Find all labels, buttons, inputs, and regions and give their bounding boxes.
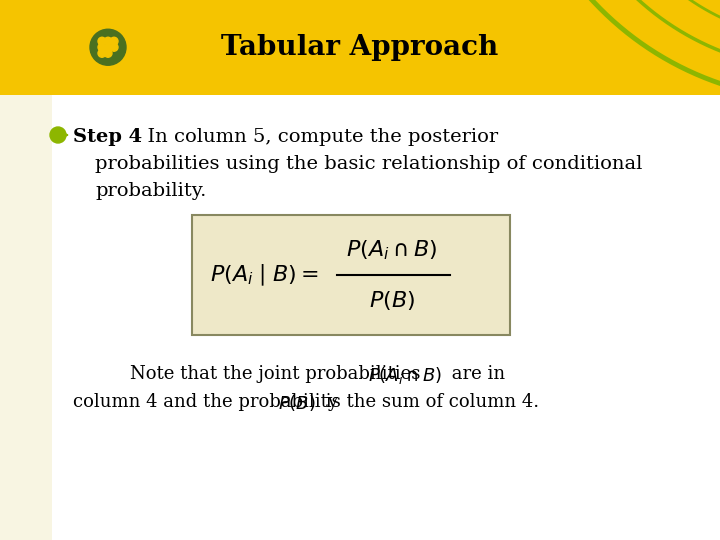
Bar: [0, 0, 720, 94]
Text: Note that the joint probabilities: Note that the joint probabilities: [130, 365, 426, 383]
Text: probabilities using the basic relationship of conditional: probabilities using the basic relationsh…: [95, 155, 642, 173]
Text: is the sum of column 4.: is the sum of column 4.: [320, 393, 539, 411]
Text: are in: are in: [446, 365, 505, 383]
Circle shape: [98, 37, 106, 45]
Text: $P(A_i \cap B)$: $P(A_i \cap B)$: [368, 365, 442, 386]
Circle shape: [50, 127, 66, 143]
Circle shape: [90, 29, 126, 65]
Text: probability.: probability.: [95, 182, 207, 200]
Circle shape: [104, 49, 112, 57]
Text: Tabular Approach: Tabular Approach: [221, 33, 499, 60]
Circle shape: [104, 37, 112, 45]
Text: $P(A_i \mid B) =$: $P(A_i \mid B) =$: [210, 262, 318, 288]
Bar: [0, 94, 52, 540]
Text: $P(B)$: $P(B)$: [369, 288, 415, 312]
Circle shape: [98, 49, 106, 57]
Circle shape: [104, 43, 112, 51]
Circle shape: [110, 43, 118, 51]
Text: $P(A_i \cap B)$: $P(A_i \cap B)$: [346, 238, 438, 262]
FancyBboxPatch shape: [192, 215, 510, 335]
Circle shape: [98, 43, 106, 51]
Text: $P(B)$: $P(B)$: [278, 393, 315, 413]
Circle shape: [110, 37, 118, 45]
Text: In column 5, compute the posterior: In column 5, compute the posterior: [135, 128, 498, 146]
Text: column 4 and the probability: column 4 and the probability: [73, 393, 343, 411]
Text: Step 4: Step 4: [73, 128, 142, 146]
